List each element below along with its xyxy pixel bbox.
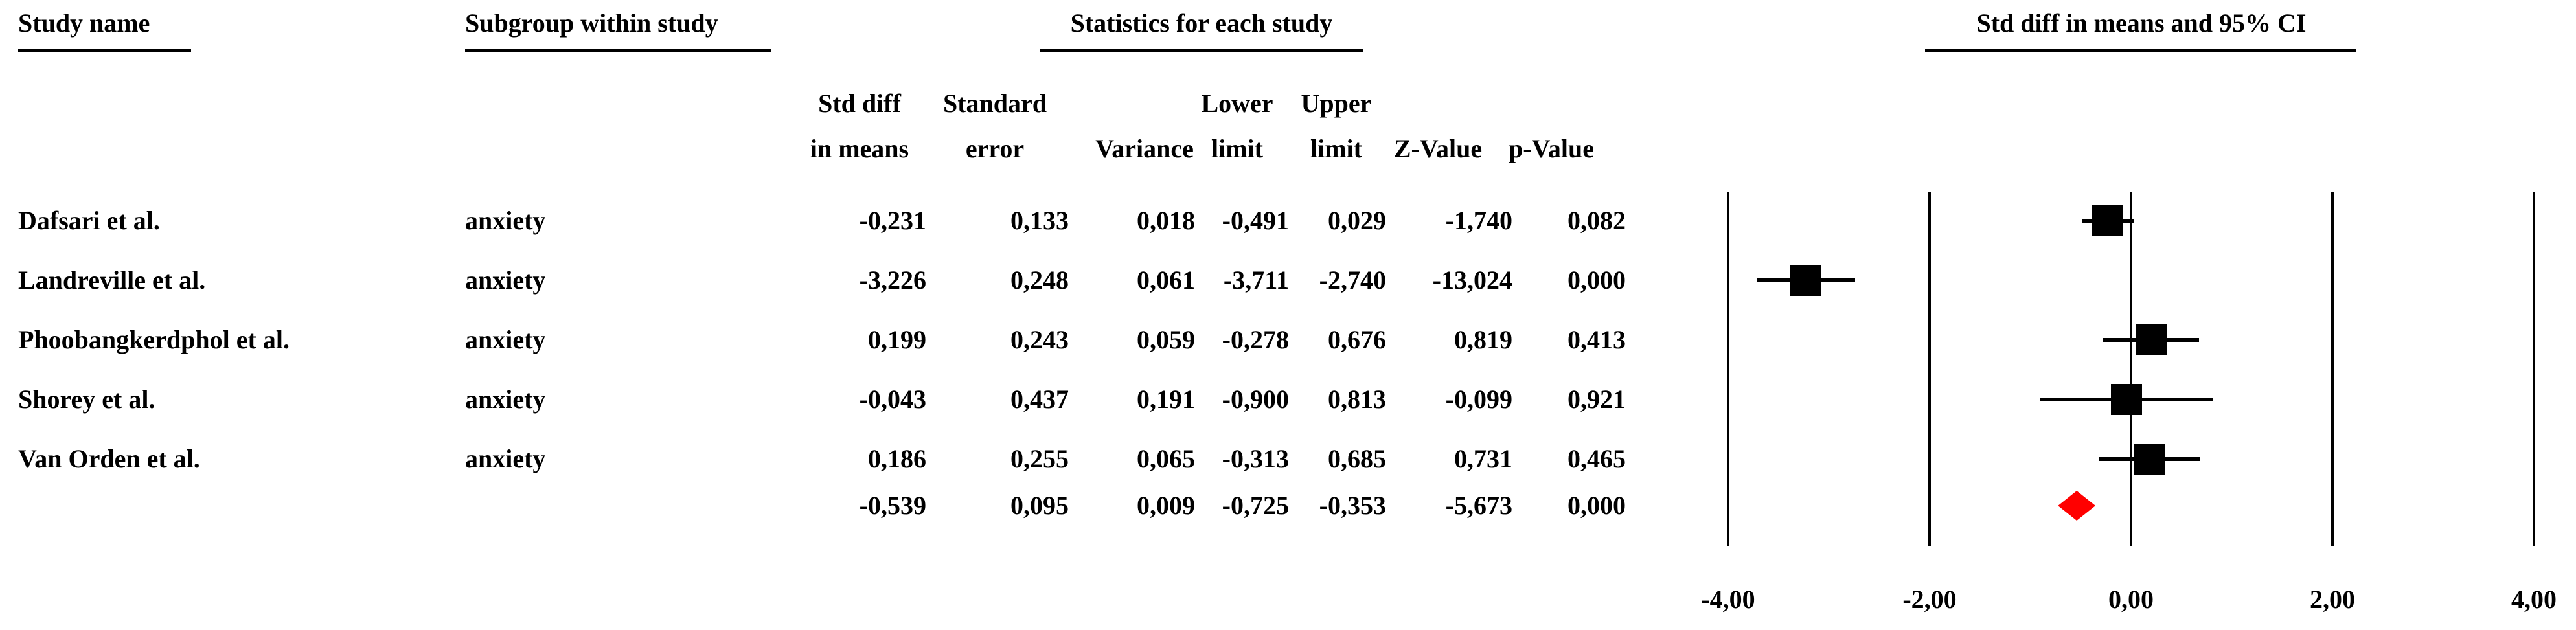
variance-value: 0,061 xyxy=(1137,265,1195,295)
colhead-z-line2: Z-Value xyxy=(1393,134,1483,163)
std-err-value: 0,133 xyxy=(1010,206,1069,235)
colhead-upper-line2: limit xyxy=(1310,134,1362,163)
z-value: -1,740 xyxy=(1445,206,1512,235)
summary-p-value: 0,000 xyxy=(1567,491,1626,520)
statistics-column-header: Statistics for each study xyxy=(1070,8,1333,38)
std-diff-value: 0,199 xyxy=(868,325,926,354)
colhead-variance-line2: Variance xyxy=(1095,134,1194,163)
colhead-std-diff-line2: in means xyxy=(810,134,909,163)
axis-tick-label: 4,00 xyxy=(2511,585,2557,614)
variance-value: 0,191 xyxy=(1137,385,1195,414)
axis-tick-label: -2,00 xyxy=(1902,585,1957,614)
upper-limit-value: 0,676 xyxy=(1328,325,1386,354)
summary-variance-value: 0,009 xyxy=(1137,491,1195,520)
upper-limit-value: 0,813 xyxy=(1328,385,1386,414)
p-value: 0,921 xyxy=(1567,385,1626,414)
study-name: Van Orden et al. xyxy=(18,444,200,473)
p-value: 0,465 xyxy=(1567,444,1626,473)
std-diff-value: -3,226 xyxy=(859,265,926,295)
colhead-upper-line1: Upper xyxy=(1301,89,1372,118)
study-name: Shorey et al. xyxy=(18,385,155,414)
ci-column-header: Std diff in means and 95% CI xyxy=(1976,8,2307,38)
effect-square xyxy=(2135,324,2167,355)
std-err-value: 0,243 xyxy=(1010,325,1069,354)
effect-square xyxy=(2134,444,2165,475)
variance-value: 0,018 xyxy=(1137,206,1195,235)
upper-limit-value: 0,685 xyxy=(1328,444,1386,473)
std-diff-value: -0,043 xyxy=(859,385,926,414)
summary-upper-limit-value: -0,353 xyxy=(1319,491,1386,520)
lower-limit-value: -3,711 xyxy=(1223,265,1289,295)
z-value: 0,731 xyxy=(1454,444,1512,473)
effect-square xyxy=(2111,384,2143,415)
summary-lower-limit-value: -0,725 xyxy=(1222,491,1289,520)
axis-tick-label: 2,00 xyxy=(2310,585,2355,614)
axis-gridline xyxy=(2130,192,2132,546)
study-name: Phoobangkerdphol et al. xyxy=(18,325,290,354)
variance-value: 0,059 xyxy=(1137,325,1195,354)
summary-std-diff-value: -0,539 xyxy=(859,491,926,520)
std-err-value: 0,248 xyxy=(1010,265,1069,295)
study-name-column-header: Study name xyxy=(18,8,150,38)
z-value: 0,819 xyxy=(1454,325,1512,354)
std-diff-value: -0,231 xyxy=(859,206,926,235)
subgroup-column-header: Subgroup within study xyxy=(465,8,718,38)
study-name-underline xyxy=(18,49,191,52)
colhead-std-diff-line1: Std diff xyxy=(818,89,901,118)
z-value: -13,024 xyxy=(1432,265,1512,295)
subgroup: anxiety xyxy=(465,265,546,295)
std-diff-value: 0,186 xyxy=(868,444,926,473)
std-err-value: 0,255 xyxy=(1010,444,1069,473)
subgroup-underline xyxy=(465,49,771,52)
effect-square xyxy=(1790,265,1822,296)
ci-underline xyxy=(1925,49,2356,52)
upper-limit-value: -2,740 xyxy=(1319,265,1386,295)
axis-tick-label: 0,00 xyxy=(2108,585,2154,614)
p-value: 0,082 xyxy=(1567,206,1626,235)
study-name: Landreville et al. xyxy=(18,265,206,295)
p-value: 0,413 xyxy=(1567,325,1626,354)
summary-std-err-value: 0,095 xyxy=(1010,491,1069,520)
colhead-std-err-line2: error xyxy=(965,134,1025,163)
summary-diamond xyxy=(2058,491,2096,521)
colhead-lower-line1: Lower xyxy=(1201,89,1273,118)
axis-tick-label: -4,00 xyxy=(1701,585,1755,614)
summary-z-value: -5,673 xyxy=(1445,491,1512,520)
variance-value: 0,065 xyxy=(1137,444,1195,473)
colhead-p-line2: p-Value xyxy=(1509,134,1594,163)
lower-limit-value: -0,900 xyxy=(1222,385,1289,414)
lower-limit-value: -0,491 xyxy=(1222,206,1289,235)
axis-gridline xyxy=(1727,192,1729,546)
study-name: Dafsari et al. xyxy=(18,206,160,235)
std-err-value: 0,437 xyxy=(1010,385,1069,414)
axis-gridline xyxy=(2533,192,2535,546)
lower-limit-value: -0,278 xyxy=(1222,325,1289,354)
z-value: -0,099 xyxy=(1445,385,1512,414)
effect-square xyxy=(2092,205,2124,236)
lower-limit-value: -0,313 xyxy=(1222,444,1289,473)
colhead-lower-line2: limit xyxy=(1211,134,1263,163)
axis-gridline xyxy=(2331,192,2334,546)
subgroup: anxiety xyxy=(465,444,546,473)
subgroup: anxiety xyxy=(465,325,546,354)
subgroup: anxiety xyxy=(465,385,546,414)
upper-limit-value: 0,029 xyxy=(1328,206,1386,235)
colhead-std-err-line1: Standard xyxy=(942,89,1047,118)
p-value: 0,000 xyxy=(1567,265,1626,295)
statistics-underline xyxy=(1040,49,1363,52)
axis-gridline xyxy=(1928,192,1931,546)
subgroup: anxiety xyxy=(465,206,546,235)
